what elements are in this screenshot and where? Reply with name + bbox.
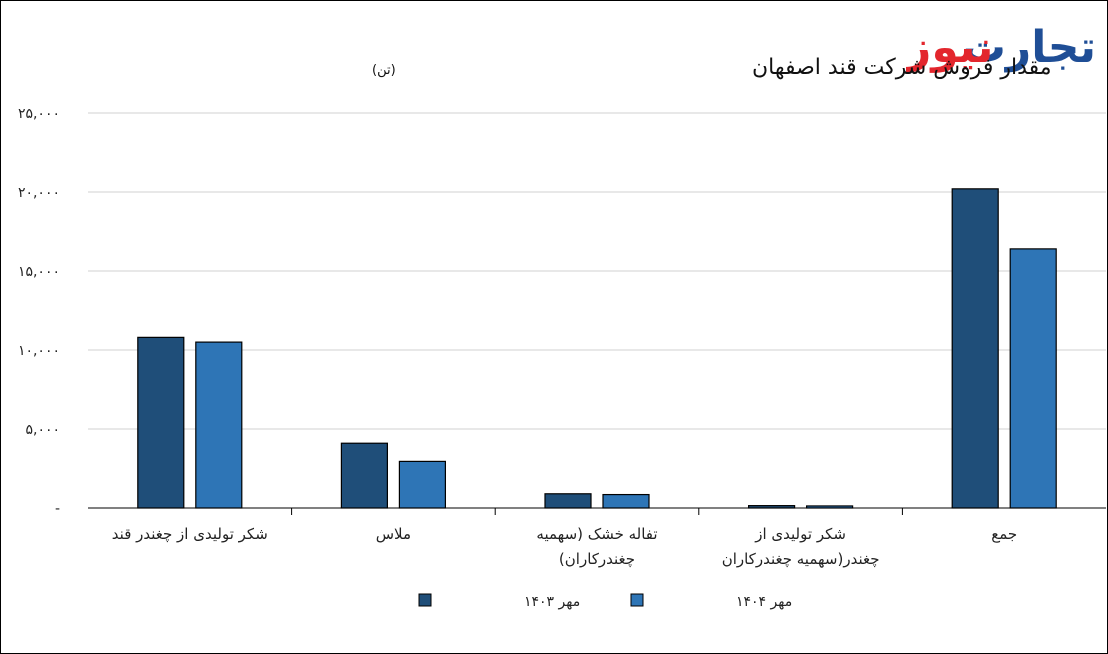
y-tick-label: - — [55, 501, 60, 517]
chart-title: مقدار فروش شرکت قند اصفهان — [752, 55, 1052, 80]
tejarat-news-logo: تجارت نیوز — [906, 22, 1096, 73]
bar-series-1 — [340, 442, 388, 509]
legend-swatch — [418, 593, 432, 607]
x-tick-label-line: شکر تولیدی از — [754, 525, 846, 543]
chart-title-group: مقدار فروش شرکت قند اصفهان (تن) — [372, 55, 1052, 80]
x-tick-label-line: ملاس — [376, 525, 411, 543]
legend-label: مهر ۱۴۰۳ — [524, 594, 580, 610]
x-tick-label-line: جمع — [991, 525, 1017, 543]
chart-title-unit: (تن) — [372, 63, 396, 78]
bar-series-2 — [805, 505, 854, 509]
x-tick-label: شکر تولیدی از چغندر(سهمیه چغندرکاران — [722, 525, 880, 568]
logo-part-blue: تجارت — [962, 22, 1096, 73]
bar-series-1 — [951, 188, 999, 509]
bar-series-1 — [137, 336, 185, 509]
x-tick-label-line: شکر تولیدی از چغندر قند — [112, 525, 268, 543]
gridlines — [88, 112, 1106, 430]
legend: مهر ۱۴۰۳ مهر ۱۴۰۴ — [418, 593, 792, 610]
x-tick-label-line: چغندرکاران) — [559, 550, 635, 568]
x-tick-label-line: تفاله خشک (سهمیه — [536, 525, 657, 543]
x-tick-label: تفاله خشک (سهمیه چغندرکاران) — [536, 525, 657, 568]
y-tick-label: ۱۵,۰۰۰ — [18, 264, 60, 280]
bar-series-2 — [195, 341, 243, 509]
x-tick-label: ملاس — [376, 525, 411, 543]
y-tick-label: ۲۵,۰۰۰ — [18, 106, 60, 122]
x-tick-label: شکر تولیدی از چغندر قند — [112, 525, 268, 543]
x-axis: شکر تولیدی از چغندر قند ملاس تفاله خشک (سه… — [88, 507, 1106, 568]
bar-series-2 — [1009, 248, 1057, 509]
y-tick-label: ۵,۰۰۰ — [25, 422, 60, 438]
bar-series-1 — [747, 505, 796, 509]
y-tick-label: ۱۰,۰۰۰ — [18, 343, 60, 359]
x-tick-label: جمع — [991, 525, 1017, 543]
bar-series-1 — [544, 493, 592, 509]
y-axis: - ۵,۰۰۰ ۱۰,۰۰۰ ۱۵,۰۰۰ ۲۰,۰۰۰ ۲۵,۰۰۰ — [18, 106, 60, 517]
bars — [137, 188, 1057, 509]
y-tick-label: ۲۰,۰۰۰ — [18, 185, 60, 201]
logo-part-red: نیوز — [906, 22, 993, 73]
x-tick-label-line: چغندر(سهمیه چغندرکاران — [722, 550, 880, 568]
bar-series-2 — [602, 493, 650, 509]
bar-series-2 — [398, 460, 446, 509]
legend-swatch — [630, 593, 644, 607]
legend-label: مهر ۱۴۰۴ — [736, 594, 792, 610]
